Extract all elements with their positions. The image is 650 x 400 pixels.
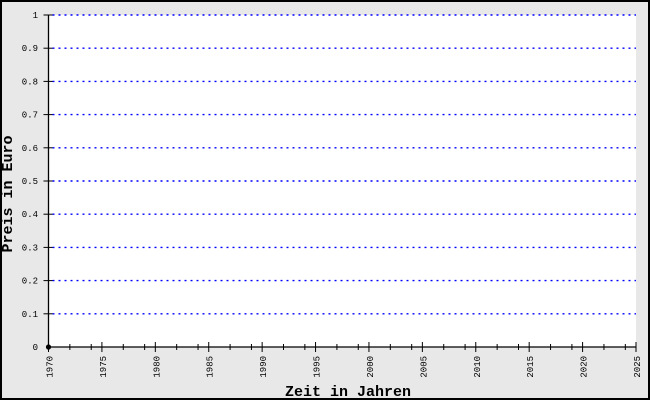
svg-text:0.5: 0.5 xyxy=(22,177,38,187)
svg-text:0.2: 0.2 xyxy=(22,277,38,287)
svg-text:2000: 2000 xyxy=(366,356,376,378)
svg-text:0.9: 0.9 xyxy=(22,44,38,54)
svg-text:1975: 1975 xyxy=(99,356,109,378)
svg-text:2015: 2015 xyxy=(526,356,536,378)
svg-text:0.7: 0.7 xyxy=(22,111,38,121)
svg-text:1980: 1980 xyxy=(152,356,162,378)
svg-text:0.3: 0.3 xyxy=(22,243,38,253)
svg-text:0.6: 0.6 xyxy=(22,144,38,154)
svg-text:Zeit in Jahren: Zeit in Jahren xyxy=(285,384,411,400)
svg-text:2005: 2005 xyxy=(419,356,429,378)
svg-text:0.8: 0.8 xyxy=(22,77,38,87)
svg-text:1: 1 xyxy=(33,11,38,21)
svg-text:0.4: 0.4 xyxy=(22,210,38,220)
svg-text:1985: 1985 xyxy=(206,356,216,378)
svg-text:0: 0 xyxy=(33,343,38,353)
svg-text:2025: 2025 xyxy=(633,356,643,378)
svg-text:2010: 2010 xyxy=(473,356,483,378)
svg-text:0.1: 0.1 xyxy=(22,310,38,320)
svg-text:1995: 1995 xyxy=(313,356,323,378)
svg-text:1970: 1970 xyxy=(46,356,56,378)
svg-text:1990: 1990 xyxy=(259,356,269,378)
svg-text:Preis in Euro: Preis in Euro xyxy=(0,135,17,252)
svg-text:2020: 2020 xyxy=(580,356,590,378)
